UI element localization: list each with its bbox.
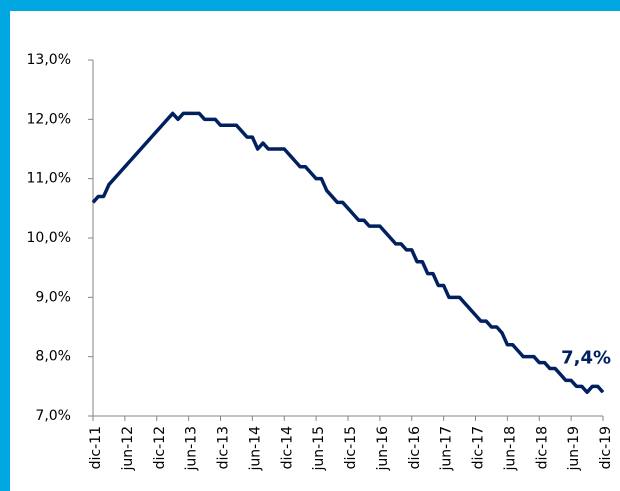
y-tick-label: 8,0% [35, 349, 71, 365]
chart-frame: 7,0% 8,0% 9,0% 10,0% 11,0% 12,0% 13,0% dic-11 ju… [10, 11, 620, 491]
series-line [91, 111, 605, 395]
x-tick-label: dic-18 [534, 426, 550, 469]
x-tick-label: dic-14 [279, 426, 295, 469]
x-tick-label: dic-11 [88, 426, 104, 469]
x-tick-label: dic-17 [471, 426, 487, 469]
y-tick-label: 7,0% [35, 408, 71, 424]
y-tick-label: 10,0% [27, 230, 71, 246]
data-label: 7,4% [561, 347, 611, 368]
x-tick-label: jun-14 [247, 426, 263, 472]
x-tick-label: jun-13 [184, 426, 200, 472]
chart: 7,0% 8,0% 9,0% 10,0% 11,0% 12,0% 13,0% dic-11 ju… [27, 52, 614, 472]
x-tick-label: dic-16 [407, 426, 423, 469]
y-tick-label: 12,0% [27, 111, 71, 127]
x-tick-label: dic-13 [216, 426, 232, 469]
x-tick-label: jun-12 [120, 426, 136, 472]
x-tick-label: dic-15 [343, 426, 359, 469]
x-tick-label: dic-19 [598, 426, 614, 469]
y-tick-label: 11,0% [27, 171, 71, 187]
y-tick-label: 13,0% [27, 52, 71, 68]
x-tick-label: jun-16 [375, 426, 391, 472]
x-tick-label: jun-19 [566, 426, 582, 472]
x-tick-label: jun-15 [311, 426, 327, 472]
y-tick-label: 9,0% [35, 289, 71, 305]
x-tick-label: dic-12 [152, 426, 168, 469]
x-tick-label: jun-17 [439, 426, 455, 472]
x-tick-label: jun-18 [502, 426, 518, 472]
